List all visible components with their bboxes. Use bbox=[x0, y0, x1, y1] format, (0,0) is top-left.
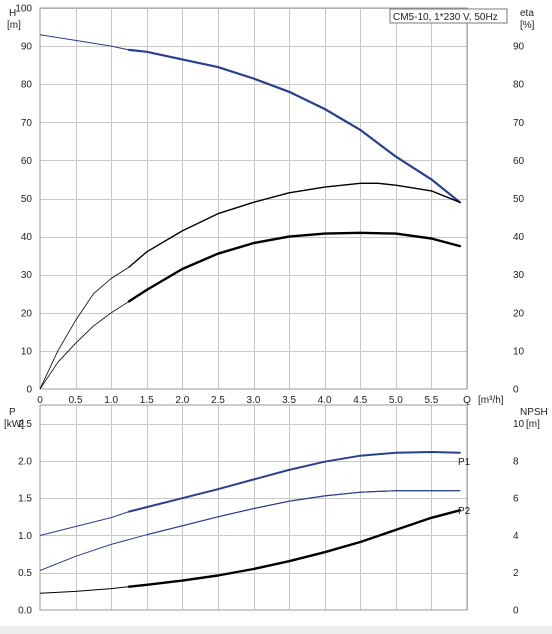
lower-panel-grid bbox=[40, 405, 468, 610]
flow-tick-label: Q bbox=[463, 395, 471, 406]
flow-tick-label: 1.5 bbox=[140, 395, 154, 406]
power-tick-label: 0.0 bbox=[18, 606, 32, 617]
flow-tick-label: 2.0 bbox=[175, 395, 189, 406]
power-tick-label: 2.0 bbox=[18, 456, 32, 467]
npsh-curve-operating bbox=[127, 509, 462, 588]
power-axis-unit: [kW] bbox=[4, 419, 24, 430]
bottom-strip bbox=[0, 626, 552, 634]
p2-curve-operating bbox=[146, 490, 461, 536]
flow-tick-label: 5.0 bbox=[389, 395, 403, 406]
npsh-tick-label: 0 bbox=[513, 606, 519, 617]
eta-tick-label: 80 bbox=[513, 80, 525, 91]
p1-curve-operating bbox=[128, 451, 461, 513]
p1-label: P1 bbox=[458, 457, 471, 468]
tick-labels: 0102030405060708090100010203040506070809… bbox=[15, 4, 524, 617]
power-tick-label: 0.5 bbox=[18, 568, 32, 579]
npsh-axis-unit: [m] bbox=[526, 419, 540, 430]
head-axis-label: H bbox=[9, 8, 16, 19]
head-tick-label: 60 bbox=[21, 156, 33, 167]
eta-axis-label: eta bbox=[520, 8, 534, 19]
head-axis-unit: [m] bbox=[7, 20, 21, 31]
flow-tick-label: 3.5 bbox=[282, 395, 296, 406]
head-tick-label: 0 bbox=[26, 385, 32, 396]
head-tick-label: 70 bbox=[21, 118, 33, 129]
head-tick-label: 40 bbox=[21, 232, 33, 243]
eta-curve-lower-operating bbox=[127, 231, 462, 303]
head-curve-operating bbox=[127, 48, 461, 204]
npsh-tick-label: 6 bbox=[513, 494, 519, 505]
lower-panel-frame bbox=[39, 404, 468, 611]
flow-tick-label: 2.5 bbox=[211, 395, 225, 406]
flow-tick-label: 4.0 bbox=[318, 395, 332, 406]
power-tick-label: 1.5 bbox=[18, 494, 32, 505]
npsh-tick-label: 10 bbox=[513, 419, 525, 430]
head-tick-label: 50 bbox=[21, 194, 33, 205]
title-box-text: CM5-10, 1*230 V, 50Hz bbox=[393, 12, 498, 23]
flow-tick-label: 4.5 bbox=[353, 395, 367, 406]
flow-tick-label: 5.5 bbox=[424, 395, 438, 406]
npsh-tick-label: 4 bbox=[513, 531, 519, 542]
head-tick-label: 80 bbox=[21, 80, 33, 91]
head-tick-label: 10 bbox=[21, 346, 33, 357]
eta-axis-unit: [%] bbox=[520, 20, 535, 31]
npsh-axis-label: NPSH bbox=[520, 407, 548, 418]
eta-tick-label: 20 bbox=[513, 308, 525, 319]
npsh-tick-label: 2 bbox=[513, 568, 519, 579]
head-tick-label: 20 bbox=[21, 308, 33, 319]
head-tick-label: 100 bbox=[15, 4, 32, 15]
flow-axis-unit: [m³/h] bbox=[478, 395, 504, 406]
power-tick-label: 2.5 bbox=[18, 419, 32, 430]
flow-tick-label: 0.5 bbox=[69, 395, 83, 406]
head-tick-label: 30 bbox=[21, 270, 33, 281]
flow-tick-label: 0 bbox=[37, 395, 43, 406]
p2-label: P2 bbox=[458, 506, 471, 517]
curves bbox=[39, 34, 462, 594]
power-axis-label: P bbox=[9, 407, 16, 418]
flow-tick-label: 1.0 bbox=[104, 395, 118, 406]
eta-tick-label: 0 bbox=[513, 385, 519, 396]
power-tick-label: 1.0 bbox=[18, 531, 32, 542]
eta-tick-label: 50 bbox=[513, 194, 525, 205]
upper-panel-frame bbox=[39, 7, 468, 390]
eta-tick-label: 70 bbox=[513, 118, 525, 129]
title-box bbox=[389, 8, 508, 24]
eta-tick-label: 40 bbox=[513, 232, 525, 243]
eta-tick-label: 30 bbox=[513, 270, 525, 281]
eta-tick-label: 60 bbox=[513, 156, 525, 167]
npsh-tick-label: 8 bbox=[513, 456, 519, 467]
eta-tick-label: 90 bbox=[513, 42, 525, 53]
eta-curve-upper-operating bbox=[128, 182, 461, 268]
head-tick-label: 90 bbox=[21, 42, 33, 53]
eta-tick-label: 10 bbox=[513, 346, 525, 357]
upper-panel-grid bbox=[40, 8, 468, 389]
flow-tick-label: 3.0 bbox=[247, 395, 261, 406]
